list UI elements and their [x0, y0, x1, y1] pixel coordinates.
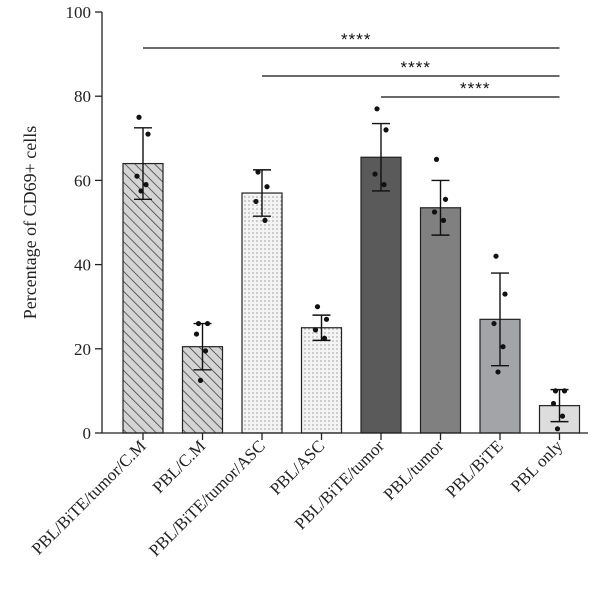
- data-point: [314, 304, 321, 310]
- y-tick-label: 60: [74, 171, 91, 190]
- data-point: [264, 184, 270, 190]
- data-point: [204, 320, 211, 327]
- axes-layer: 020406080100PBL/BiTE/tumor/C.MPBL/C.MPBL…: [28, 3, 588, 560]
- data-point: [134, 173, 140, 179]
- data-point: [561, 388, 568, 394]
- bar: [419, 207, 462, 434]
- data-point: [138, 188, 144, 194]
- data-point: [253, 198, 259, 205]
- data-point: [554, 426, 561, 432]
- x-tick-label: PBL/BiTE/tumor/C.M: [28, 436, 150, 558]
- data-point: [559, 413, 566, 419]
- bar: [122, 162, 164, 434]
- significance-label: ****: [460, 79, 490, 98]
- x-tick-label: PBL/ASC: [266, 436, 328, 498]
- significance-layer: **** **** ****: [143, 30, 560, 98]
- data-points-layer: [134, 106, 568, 432]
- y-tick-label: 40: [74, 256, 91, 275]
- x-tick-label: PBL/tumor: [380, 436, 448, 504]
- data-point: [136, 114, 142, 120]
- significance-label: ****: [401, 58, 431, 77]
- x-tick-label: PBL/BiTE: [442, 436, 507, 501]
- data-point: [312, 327, 319, 333]
- data-point: [495, 369, 501, 375]
- bar: [300, 327, 343, 434]
- bars-layer: [122, 156, 581, 434]
- bar: [360, 156, 402, 434]
- y-tick-label: 0: [83, 424, 92, 443]
- data-point: [502, 291, 508, 297]
- data-point: [145, 131, 151, 137]
- x-tick-label: PBL only: [507, 436, 567, 496]
- y-axis-title: Percentage of CD69+ cells: [20, 126, 40, 320]
- significance-label: ****: [341, 30, 371, 49]
- data-point: [143, 182, 149, 188]
- data-point: [381, 182, 387, 188]
- data-point: [193, 331, 200, 337]
- data-point: [491, 320, 497, 327]
- data-point: [197, 377, 204, 383]
- data-point: [255, 169, 261, 175]
- data-point: [550, 400, 557, 407]
- y-tick-label: 80: [74, 87, 91, 106]
- data-point: [202, 348, 209, 354]
- data-point: [431, 209, 438, 215]
- data-point: [262, 217, 268, 223]
- x-tick-label: PBL/C.M: [149, 436, 210, 497]
- data-point: [493, 253, 499, 259]
- data-point: [383, 127, 389, 133]
- bar: [241, 192, 283, 434]
- data-point: [440, 217, 447, 223]
- data-point: [500, 344, 506, 350]
- data-point: [552, 388, 559, 394]
- data-point: [433, 156, 440, 162]
- data-point: [195, 320, 202, 327]
- data-point: [323, 316, 330, 322]
- y-tick-label: 100: [66, 3, 92, 22]
- y-tick-label: 20: [74, 340, 91, 359]
- error-bars-layer: [134, 122, 569, 423]
- data-point: [442, 196, 449, 202]
- x-tick-label: PBL/BiTE/tumor/ASC: [145, 436, 269, 560]
- data-point: [372, 171, 378, 177]
- data-point: [321, 335, 328, 341]
- data-point: [374, 106, 380, 112]
